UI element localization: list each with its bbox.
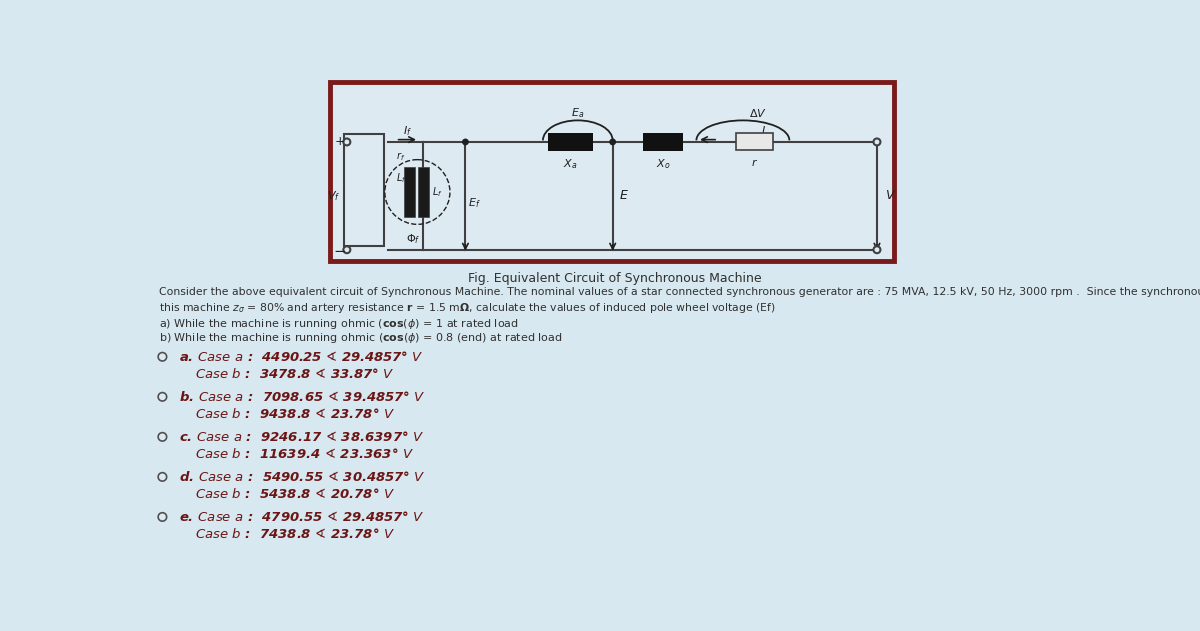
Circle shape [158,392,167,401]
Circle shape [158,513,167,521]
Circle shape [463,139,468,144]
Text: a. $\it{Case\ a}$ :  4490.25 $\sphericalangle$ 29.4857° $V$: a. $\it{Case\ a}$ : 4490.25 $\sphericala… [180,351,424,363]
Text: $\it{Case\ b}$ :  3478.8 $\sphericalangle$ 33.87° $V$: $\it{Case\ b}$ : 3478.8 $\sphericalangle… [194,367,395,380]
Bar [643,133,683,151]
Text: $\it{Case\ b}$ :  11639.4 $\sphericalangle$ 23.363° $V$: $\it{Case\ b}$ : 11639.4 $\sphericalangl… [194,447,414,461]
Bar [330,82,894,261]
Circle shape [158,433,167,441]
Text: a) While the machine is running ohmic ($\mathbf{cos}(\phi)$ = 1 at rated load: a) While the machine is running ohmic ($… [160,317,520,331]
Text: Fig. Equivalent Circuit of Synchronous Machine: Fig. Equivalent Circuit of Synchronous M… [468,272,762,285]
Text: $E$: $E$ [619,189,629,203]
Text: $V$: $V$ [884,189,896,203]
Text: $E_a$: $E_a$ [571,106,584,120]
Text: $I_f$: $I_f$ [403,124,412,138]
Text: $V_f$: $V_f$ [328,189,341,203]
Bar [343,134,384,246]
Text: $r$: $r$ [751,156,758,168]
Text: $E_f$: $E_f$ [468,197,480,211]
Bar [547,133,593,151]
Text: $X_o$: $X_o$ [656,157,671,171]
Circle shape [610,139,616,144]
Circle shape [874,246,881,253]
Text: $\it{Case\ b}$ :  7438.8 $\sphericalangle$ 23.78° $V$: $\it{Case\ b}$ : 7438.8 $\sphericalangle… [194,528,395,541]
Text: $L_f$: $L_f$ [396,171,407,185]
Text: $I$: $I$ [761,124,767,136]
Text: e. $\it{Case\ a}$ :  4790.55 $\sphericalangle$ 29.4857° $V$: e. $\it{Case\ a}$ : 4790.55 $\sphericala… [180,510,425,524]
Text: c. $\it{Case\ a}$ :  9246.17 $\sphericalangle$ 38.6397° $V$: c. $\it{Case\ a}$ : 9246.17 $\sphericala… [180,431,425,444]
Text: $\Phi_f$: $\Phi_f$ [407,232,421,246]
Text: b. $\it{Case\ a}$ :  7098.65 $\sphericalangle$ 39.4857° $V$: b. $\it{Case\ a}$ : 7098.65 $\sphericala… [180,391,426,404]
Bar [736,134,773,150]
Bar [418,167,430,217]
Circle shape [343,246,350,253]
Text: $r_f$: $r_f$ [396,150,406,163]
Text: Consider the above equivalent circuit of Synchronous Machine. The nominal values: Consider the above equivalent circuit of… [160,288,1200,297]
Text: this machine $\mathbf{\it{z_\sigma}}$ = 80% and artery resistance $\mathbf{r}$ =: this machine $\mathbf{\it{z_\sigma}}$ = … [160,302,776,316]
Text: $X_a$: $X_a$ [563,157,577,171]
Circle shape [158,473,167,481]
Text: d. $\it{Case\ a}$ :  5490.55 $\sphericalangle$ 30.4857° $V$: d. $\it{Case\ a}$ : 5490.55 $\sphericala… [180,471,426,484]
Text: $\Delta V$: $\Delta V$ [750,107,767,119]
Text: +: + [335,136,346,148]
Text: $\it{Case\ b}$ :  9438.8 $\sphericalangle$ 23.78° $V$: $\it{Case\ b}$ : 9438.8 $\sphericalangle… [194,408,395,421]
Circle shape [158,353,167,361]
Circle shape [874,138,881,145]
Circle shape [343,138,350,145]
Text: b) While the machine is running ohmic ($\mathbf{cos}(\phi)$ = 0.8 (end) at rated: b) While the machine is running ohmic ($… [160,331,563,345]
Text: $\it{Case\ b}$ :  5438.8 $\sphericalangle$ 20.78° $V$: $\it{Case\ b}$ : 5438.8 $\sphericalangle… [194,488,395,501]
Text: $L_f$: $L_f$ [432,185,443,199]
Bar [404,167,415,217]
Text: −: − [334,244,347,259]
